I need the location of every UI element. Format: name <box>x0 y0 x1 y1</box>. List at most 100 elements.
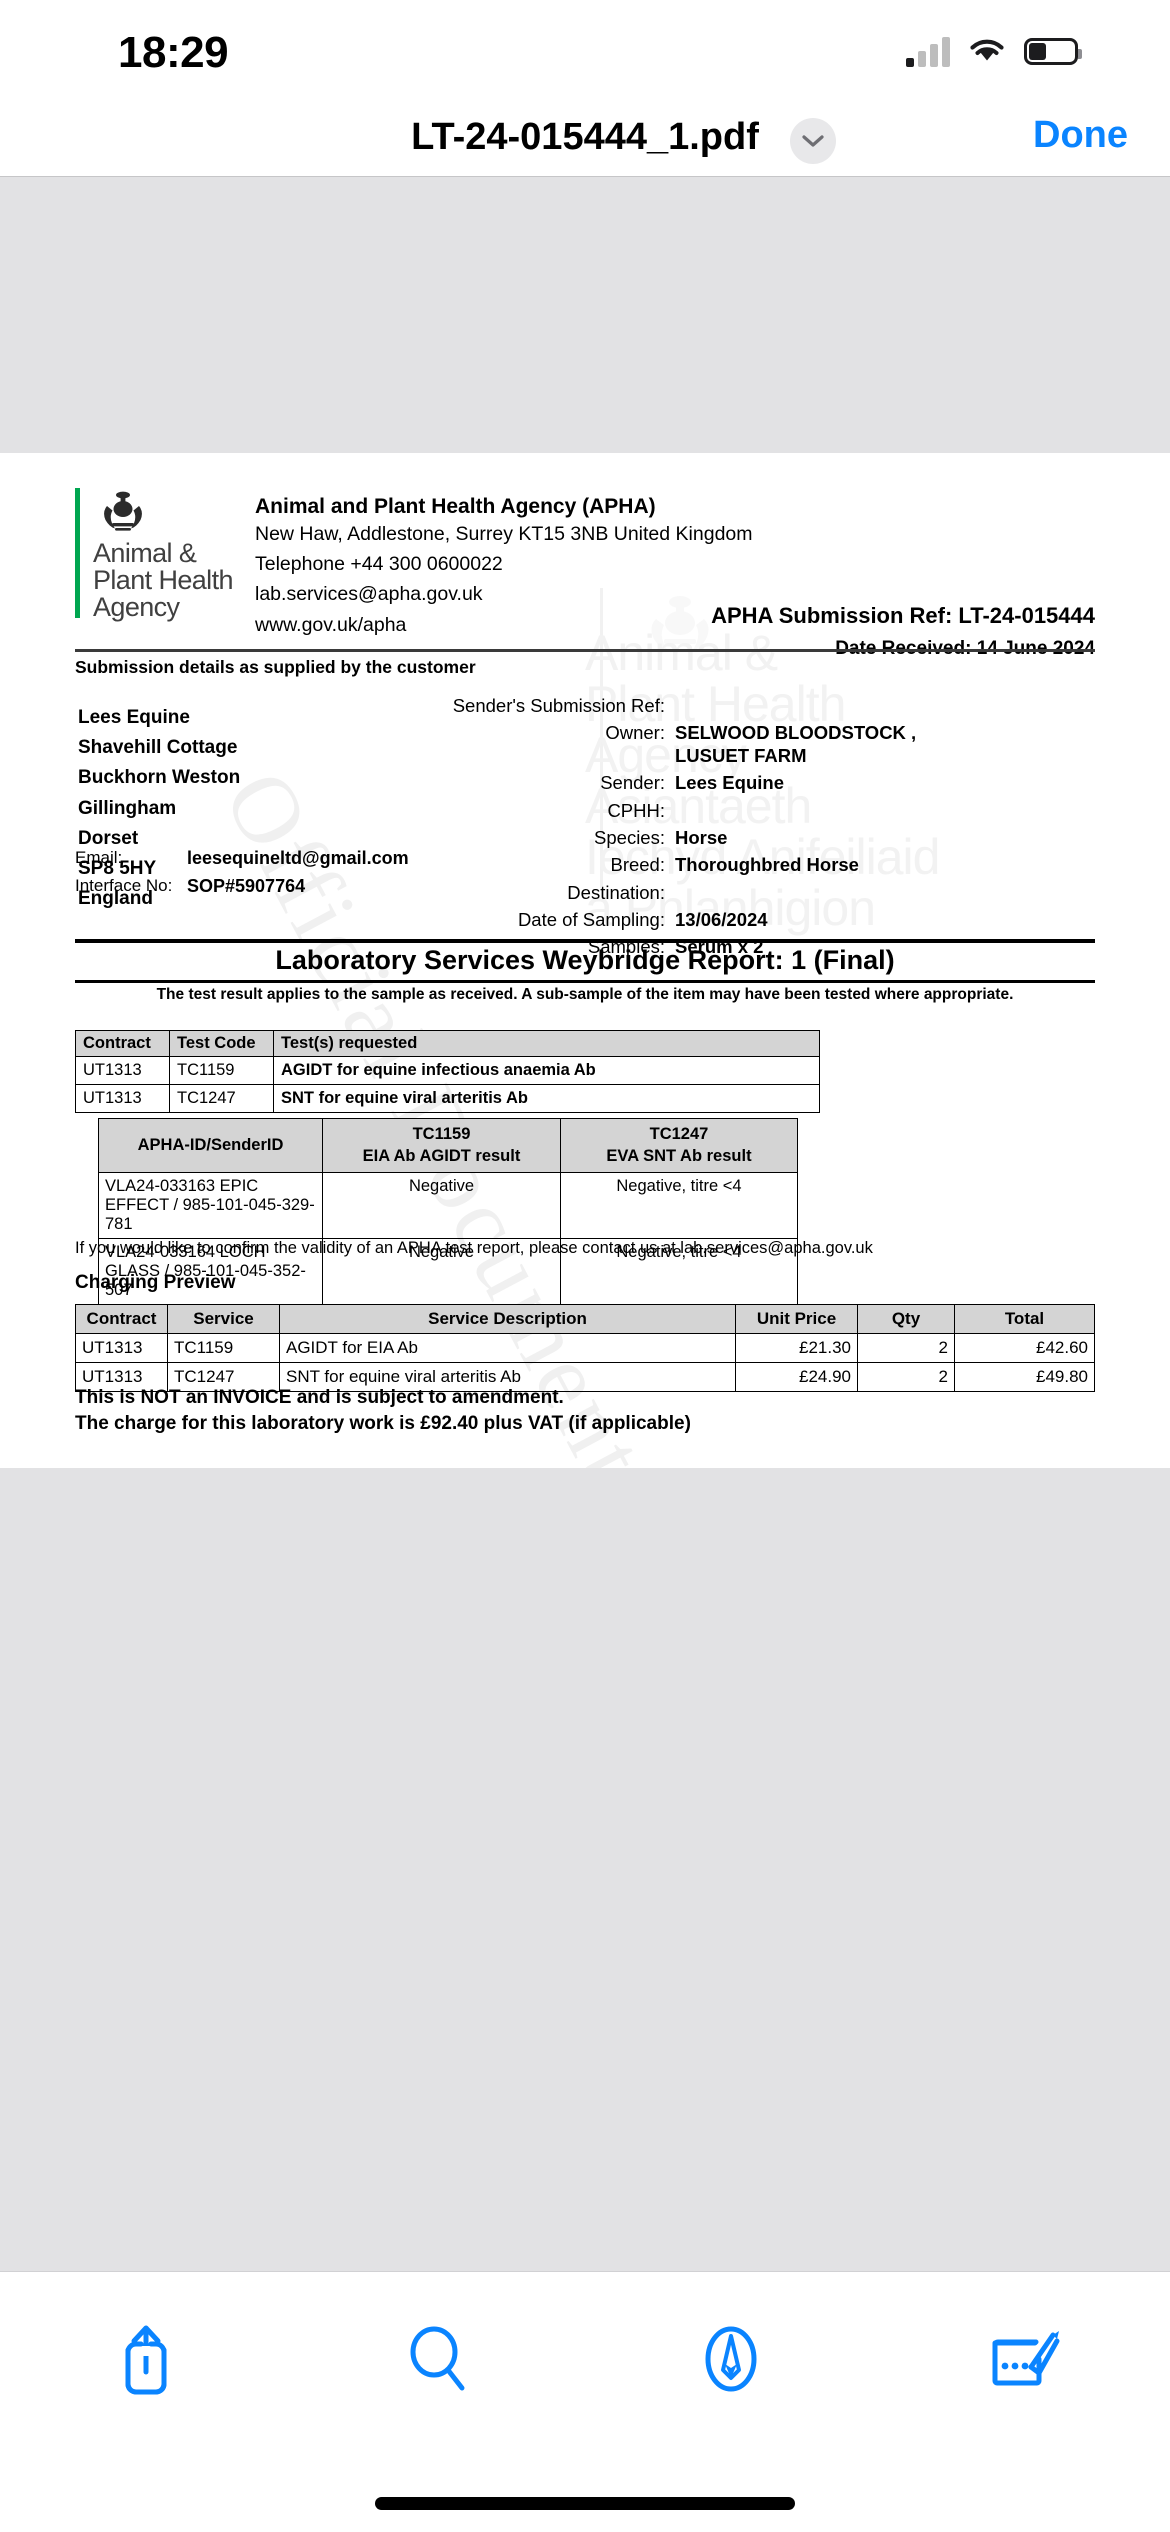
charge-table-header-cell: Total <box>954 1304 1095 1334</box>
submission-meta-list: Sender's Submission Ref: Owner: SELWOOD BL… <box>430 695 990 964</box>
annotate-icon <box>992 2331 1060 2386</box>
meta-row: Owner: SELWOOD BLOODSTOCK , LUSUET FARM <box>430 722 990 767</box>
share-icon <box>125 2325 167 2395</box>
tests-table-header-cell: Test Code <box>169 1030 274 1057</box>
results-table-cell: Negative, titre <4 <box>560 1171 798 1239</box>
meta-row: Breed: Thoroughbred Horse <box>430 854 990 877</box>
charge-table-cell: UT1313 <box>75 1333 168 1363</box>
annotate-button[interactable] <box>878 2323 1170 2395</box>
report-title-rule-top <box>75 939 1095 943</box>
logo-line-2: Plant Health <box>93 565 233 595</box>
organisation-block: Animal and Plant Health Agency (APHA) Ne… <box>255 495 755 640</box>
report-title: Laboratory Services Weybridge Report: 1 … <box>275 945 895 975</box>
results-table-header-cell: TC1247 EVA SNT Ab result <box>560 1118 798 1173</box>
charge-table-cell: £42.60 <box>954 1333 1095 1363</box>
apha-logo-words: Animal & Plant Health Agency <box>93 540 233 621</box>
results-table-cell: Negative <box>322 1171 561 1239</box>
customer-address-line: Gillingham <box>78 797 177 819</box>
share-button[interactable] <box>0 2320 293 2398</box>
status-bar: 18:29 <box>0 0 1170 100</box>
submission-ref-block: APHA Submission Ref: LT-24-015444 Date R… <box>711 603 1095 660</box>
battery-icon <box>1024 38 1082 65</box>
results-table-cell: Negative, titre <4 <box>560 1237 798 1305</box>
tests-table-header-cell: Test(s) requested <box>273 1030 820 1057</box>
customer-address-line: Dorset <box>78 827 139 849</box>
organisation-address: New Haw, Addlestone, Surrey KT15 3NB Uni… <box>255 523 753 545</box>
contact-row: Interface No: SOP#5907764 <box>75 876 409 897</box>
report-title-rule-bottom <box>75 980 1095 983</box>
logo-accent-bar <box>75 488 80 618</box>
charge-table-cell: £49.80 <box>954 1362 1095 1392</box>
meta-row: Date of Sampling: 13/06/2024 <box>430 909 990 932</box>
customer-address-line: Lees Equine <box>78 707 190 728</box>
status-bar-indicators <box>906 34 1082 69</box>
organisation-name: Animal and Plant Health Agency (APHA) <box>255 495 656 518</box>
contact-row: Email: leesequineltd@gmail.com <box>75 848 409 869</box>
tests-table-cell: UT1313 <box>75 1056 170 1085</box>
results-table-cell: VLA24-033164 LOCH GLASS / 985-101-045-35… <box>98 1237 323 1305</box>
tests-table-cell: TC1159 <box>169 1056 274 1085</box>
meta-label: Sender: <box>600 772 665 794</box>
contact-value: leesequineltd@gmail.com <box>187 848 409 868</box>
charge-table-header-cell: Unit Price <box>735 1304 858 1334</box>
charge-table-cell: 2 <box>857 1333 955 1363</box>
meta-row: Sender's Submission Ref: <box>430 695 990 717</box>
customer-address-line: Shavehill Cottage <box>78 737 238 759</box>
search-button[interactable] <box>293 2322 586 2396</box>
results-table-cell: Negative <box>322 1237 561 1305</box>
markup-button[interactable] <box>585 2320 878 2398</box>
done-button[interactable]: Done <box>1033 114 1128 156</box>
results-table-header-cell: TC1159 EIA Ab AGIDT result <box>322 1118 561 1173</box>
contact-value: SOP#5907764 <box>187 876 306 896</box>
charge-table-cell: UT1313 <box>75 1362 168 1392</box>
logo-line-3: Agency <box>93 592 180 622</box>
tests-table-cell: TC1247 <box>169 1084 274 1113</box>
chevron-down-icon[interactable] <box>790 118 836 164</box>
charge-table-header-cell: Service Description <box>279 1304 736 1334</box>
charge-table-cell: SNT for equine viral arteritis Ab <box>279 1362 736 1392</box>
search-icon <box>410 2326 465 2391</box>
meta-label: Destination: <box>567 881 665 903</box>
table-row: UT1313 TC1247 SNT for equine viral arterit… <box>75 1362 1095 1392</box>
header-rule <box>75 649 1095 652</box>
home-indicator <box>375 2497 795 2510</box>
customer-address-line: Buckhorn Weston <box>78 767 241 789</box>
organisation-email: lab.services@apha.gov.uk <box>255 583 483 606</box>
not-invoice-line-1: This is NOT an INVOICE and is subject to… <box>75 1387 564 1408</box>
not-invoice-line-2: The charge for this laboratory work is £… <box>75 1412 691 1434</box>
results-table-body: VLA24-033163 EPIC EFFECT / 985-101-045-3… <box>98 1171 798 1305</box>
charge-table-body: UT1313 TC1159 AGIDT for EIA Ab £21.30 2 £42.6… <box>75 1333 1095 1392</box>
charge-table-header-cell: Contract <box>75 1304 168 1334</box>
meta-value: SELWOOD BLOODSTOCK , LUSUET FARM <box>675 722 917 766</box>
tests-table-header-cell: Contract <box>75 1030 170 1057</box>
results-table-header-row: APHA-ID/SenderID TC1159 EIA Ab AGIDT resul… <box>98 1118 798 1173</box>
meta-value: 13/06/2024 <box>675 908 768 930</box>
meta-row: Sender: Lees Equine <box>430 772 990 795</box>
charging-preview-table: Contract Service Service Description Unit P… <box>75 1304 1095 1392</box>
pdf-page[interactable]: Animal & Plant Health Agency Asiantaeth Iech… <box>0 453 1170 1468</box>
tests-requested-table: Contract Test Code Test(s) requested UT131… <box>75 1030 820 1113</box>
wifi-icon <box>966 34 1008 69</box>
meta-label: CPHH: <box>607 799 665 821</box>
meta-row: Species: Horse <box>430 827 990 850</box>
validity-note: If you would like to confirm the validit… <box>75 1239 873 1257</box>
meta-value <box>675 882 990 904</box>
submission-details-heading: Submission details as supplied by the cu… <box>75 657 476 677</box>
organisation-website: www.gov.uk/apha <box>255 613 407 636</box>
tests-table-header-row: Contract Test Code Test(s) requested <box>75 1030 820 1057</box>
table-row: VLA24-033163 EPIC EFFECT / 985-101-045-3… <box>98 1171 798 1239</box>
customer-contact-rows: Email: leesequineltd@gmail.com Interface N… <box>75 848 409 904</box>
pdf-viewport[interactable]: Animal & Plant Health Agency Asiantaeth Iech… <box>0 177 1170 2271</box>
navigation-bar: LT-24-015444_1.pdf Done <box>0 100 1170 176</box>
charge-table-cell: AGIDT for EIA Ab <box>279 1333 736 1363</box>
charge-table-header-cell: Qty <box>857 1304 955 1334</box>
charge-table-cell: 2 <box>857 1362 955 1392</box>
contact-label: Interface No: <box>75 876 173 895</box>
tests-table-cell: UT1313 <box>75 1084 170 1113</box>
table-row: UT1313 TC1247 SNT for equine viral arterit… <box>75 1084 820 1113</box>
meta-value <box>675 800 990 822</box>
submission-ref: APHA Submission Ref: LT-24-015444 <box>711 603 1095 628</box>
date-received: Date Received: 14 June 2024 <box>711 638 1095 660</box>
charge-table-cell: £21.30 <box>735 1333 858 1363</box>
meta-label: Sender's Submission Ref: <box>452 695 665 716</box>
